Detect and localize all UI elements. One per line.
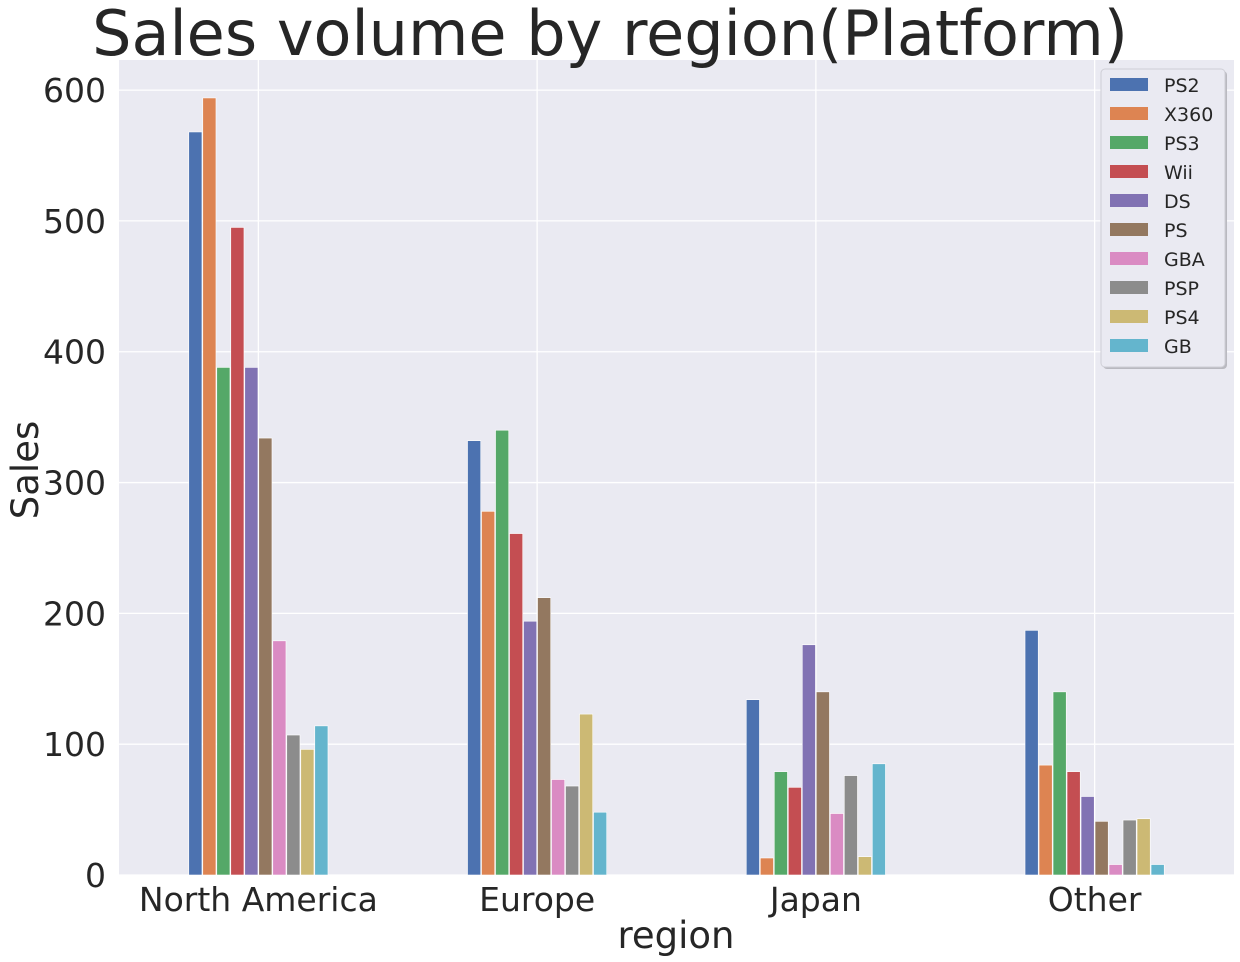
bar-gb-other <box>1151 865 1164 875</box>
bar-x360-other <box>1039 765 1052 875</box>
bar-ds-other <box>1081 797 1094 875</box>
bar-psp-other <box>1123 820 1136 875</box>
bar-ps-europe <box>538 598 551 875</box>
bar-ps3-north-america <box>217 367 230 875</box>
legend-swatch-psp <box>1110 281 1148 294</box>
legend-swatch-gb <box>1110 339 1148 352</box>
bar-gb-europe <box>594 812 607 875</box>
legend-label-ds: DS <box>1164 191 1191 213</box>
legend-label-ps: PS <box>1164 220 1188 242</box>
y-tick-label: 300 <box>43 464 106 503</box>
bar-gba-europe <box>552 780 565 875</box>
x-axis-title: region <box>617 914 734 957</box>
legend: PS2 X360 PS3 Wii DS PS GBA PSP PS4 GB <box>1101 69 1227 369</box>
legend-swatch-ps <box>1110 223 1148 236</box>
bar-ps2-japan <box>746 700 759 875</box>
legend-swatch-ds <box>1110 194 1148 207</box>
y-tick-label: 400 <box>43 333 106 372</box>
x-tick-label: Europe <box>479 880 595 919</box>
legend-label-gba: GBA <box>1164 249 1205 271</box>
bar-ps3-europe <box>496 430 509 875</box>
bar-gb-japan <box>872 764 885 875</box>
bar-ps-other <box>1095 821 1108 875</box>
bar-ds-north-america <box>245 367 258 875</box>
bar-ps2-other <box>1025 630 1038 875</box>
bar-ps3-other <box>1053 692 1066 875</box>
bar-wii-other <box>1067 772 1080 875</box>
bar-wii-europe <box>510 534 523 875</box>
y-tick-labels: 0 100 200 300 400 500 600 <box>43 71 106 895</box>
legend-swatch-gba <box>1110 252 1148 265</box>
bar-ds-europe <box>524 621 537 875</box>
y-tick-label: 100 <box>43 725 106 764</box>
legend-label-ps2: PS2 <box>1164 75 1200 97</box>
y-tick-label: 500 <box>43 202 106 241</box>
bar-ps3-japan <box>774 772 787 875</box>
bar-psp-japan <box>844 776 857 875</box>
legend-label-psp: PSP <box>1164 278 1199 300</box>
legend-swatch-ps3 <box>1110 136 1148 149</box>
legend-swatch-ps2 <box>1110 78 1148 91</box>
bar-ps-japan <box>816 692 829 875</box>
legend-swatch-wii <box>1110 165 1148 178</box>
y-tick-label: 0 <box>85 856 106 895</box>
bar-gba-japan <box>830 814 843 875</box>
chart-title: Sales volume by region(Platform) <box>92 0 1128 70</box>
bar-ds-japan <box>802 645 815 875</box>
legend-label-x360: X360 <box>1164 104 1213 126</box>
legend-label-ps3: PS3 <box>1164 133 1200 155</box>
bar-wii-japan <box>788 787 801 875</box>
bar-x360-japan <box>760 858 773 875</box>
y-tick-label: 200 <box>43 594 106 633</box>
bar-gb-north-america <box>315 726 328 875</box>
bar-psp-europe <box>566 786 579 875</box>
legend-label-gb: GB <box>1164 336 1192 358</box>
legend-label-wii: Wii <box>1164 162 1193 184</box>
bar-gba-north-america <box>273 641 286 875</box>
x-tick-label: Other <box>1048 880 1142 919</box>
x-tick-label: Japan <box>768 880 862 919</box>
legend-swatch-x360 <box>1110 107 1148 120</box>
y-axis-title: Sales <box>4 421 47 519</box>
y-tick-label: 600 <box>43 71 106 110</box>
bar-ps2-north-america <box>189 132 202 875</box>
legend-label-ps4: PS4 <box>1164 307 1200 329</box>
bar-ps-north-america <box>259 438 272 875</box>
legend-swatch-ps4 <box>1110 310 1148 323</box>
bar-x360-north-america <box>203 98 216 875</box>
bar-ps4-other <box>1137 819 1150 875</box>
bar-ps2-europe <box>468 441 481 875</box>
bar-ps4-japan <box>858 857 871 875</box>
bar-gba-other <box>1109 865 1122 875</box>
x-tick-label: North America <box>139 880 378 919</box>
bar-psp-north-america <box>287 735 300 875</box>
bar-x360-europe <box>482 511 495 875</box>
bar-ps4-north-america <box>301 749 314 875</box>
bar-wii-north-america <box>231 227 244 875</box>
bar-ps4-europe <box>580 714 593 875</box>
